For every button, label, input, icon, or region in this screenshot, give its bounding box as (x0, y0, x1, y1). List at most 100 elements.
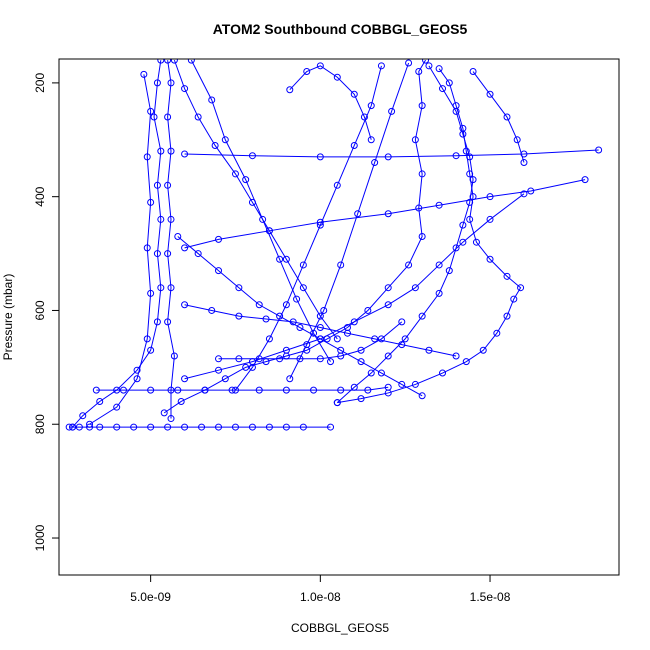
data-point (248, 152, 256, 160)
data-point (282, 301, 290, 309)
data-point (92, 386, 100, 394)
data-point (357, 395, 365, 403)
data-point (320, 306, 328, 314)
series-line (184, 304, 457, 357)
y-tick-label: 200 (33, 73, 47, 93)
data-point (384, 352, 392, 360)
data-point (425, 62, 433, 70)
data-point (337, 346, 345, 354)
data-point (343, 329, 351, 337)
data-point (371, 335, 379, 343)
data-point (235, 312, 243, 320)
data-point (303, 68, 311, 76)
series-line (235, 65, 382, 391)
data-point (520, 159, 528, 167)
data-point (486, 193, 494, 201)
data-point (357, 346, 365, 354)
data-point (231, 423, 239, 431)
series-10 (181, 190, 528, 383)
data-point (201, 386, 209, 394)
series-8 (181, 146, 603, 161)
data-point (265, 227, 273, 235)
data-point (147, 198, 155, 206)
data-point (231, 170, 239, 178)
data-point (153, 250, 161, 258)
data-point (377, 62, 385, 70)
y-tick-label: 600 (33, 300, 47, 320)
data-point (316, 221, 324, 229)
x-axis-label: COBBGL_GEOS5 (291, 621, 389, 635)
data-point (153, 318, 161, 326)
series-13 (231, 62, 385, 394)
data-point (276, 355, 284, 363)
data-point (459, 130, 467, 138)
data-point (259, 215, 267, 223)
data-point (452, 352, 460, 360)
series-line (190, 59, 331, 362)
data-point (418, 102, 426, 110)
data-point (167, 147, 175, 155)
data-point (248, 363, 256, 371)
data-point (69, 423, 77, 431)
data-point (157, 215, 165, 223)
data-point (293, 295, 301, 303)
data-point (215, 355, 223, 363)
data-point (150, 113, 158, 121)
data-point (153, 181, 161, 189)
data-point (167, 415, 175, 423)
data-point (439, 369, 447, 377)
data-point (282, 255, 290, 263)
data-point (143, 244, 151, 252)
data-point (215, 267, 223, 275)
data-point (164, 423, 172, 431)
data-point (337, 261, 345, 269)
series-line (472, 71, 525, 163)
data-point (398, 380, 406, 388)
data-point (452, 152, 460, 160)
data-point (147, 107, 155, 115)
data-point (265, 423, 273, 431)
data-point (503, 272, 511, 280)
data-point (452, 107, 460, 115)
data-point (493, 329, 501, 337)
data-point (466, 215, 474, 223)
data-point (384, 153, 392, 161)
data-point (388, 107, 396, 115)
data-point (377, 369, 385, 377)
data-point (398, 318, 406, 326)
series-line (167, 60, 175, 419)
data-point (170, 59, 178, 64)
y-axis: 200 400 600 800 1000 (33, 73, 60, 551)
data-point (411, 284, 419, 292)
series-line (177, 236, 423, 397)
data-point (194, 113, 202, 121)
data-point (333, 399, 341, 407)
data-point (248, 423, 256, 431)
data-point (486, 90, 494, 98)
data-point (299, 423, 307, 431)
data-point (286, 375, 294, 383)
data-point (187, 59, 195, 64)
data-point (517, 284, 525, 292)
data-point (113, 423, 121, 431)
series-16 (333, 62, 477, 407)
data-point (360, 113, 368, 121)
data-point (221, 136, 229, 144)
data-point (181, 423, 189, 431)
data-point (174, 233, 182, 240)
data-point (143, 335, 151, 343)
data-point (418, 233, 426, 240)
data-point (65, 423, 73, 431)
series-line (184, 149, 599, 158)
data-point (418, 312, 426, 320)
data-point (133, 375, 141, 383)
data-point (164, 113, 172, 121)
data-point (282, 423, 290, 431)
data-point (503, 312, 511, 320)
data-point (130, 423, 138, 431)
data-point (357, 358, 365, 366)
data-point (228, 386, 236, 394)
data-point (276, 312, 284, 320)
data-point (113, 403, 121, 411)
data-point (242, 176, 250, 184)
